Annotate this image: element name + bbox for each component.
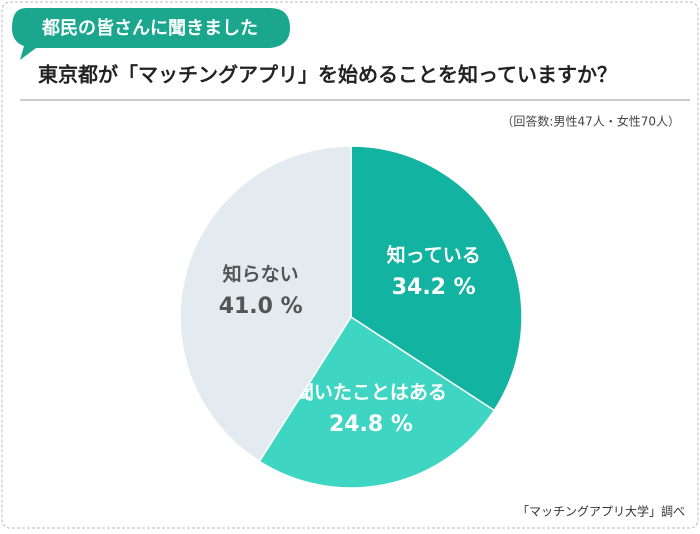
slice-label: 知らない	[223, 262, 299, 285]
subtitle: （回答数:男性47人・女性70人）	[501, 114, 680, 129]
source: 「マッチングアプリ大学」調べ	[517, 504, 685, 519]
slice-label: 聞いたことはある	[295, 381, 447, 403]
chart-title: 東京都が「マッチングアプリ」を始めることを知っていますか？	[38, 63, 617, 87]
pie-slice	[258, 315, 496, 489]
pie-slice	[179, 145, 352, 463]
value-label: 24.8 %	[329, 412, 413, 437]
badge-shape	[12, 8, 290, 60]
badge: 都民の皆さんに聞きました	[41, 17, 258, 39]
value-label: 41.0 %	[219, 294, 303, 319]
value-label: 34.2 %	[392, 275, 476, 300]
slice-label: 知っている	[387, 244, 481, 267]
